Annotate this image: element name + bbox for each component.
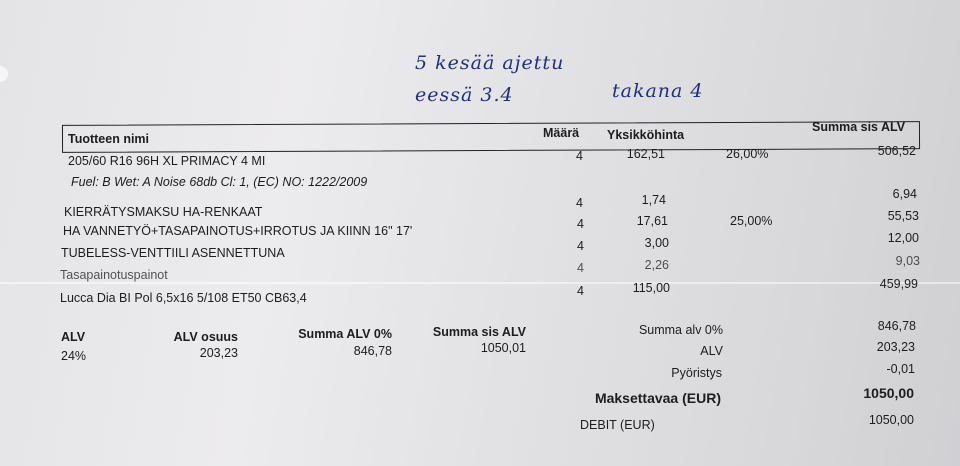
unit-price: 3,00 (644, 236, 669, 250)
header-product: Tuotteen nimi (68, 132, 150, 146)
discount: 25,00% (730, 214, 773, 228)
debit-value: 1050,00 (868, 413, 914, 427)
amount-due-value: 1050,00 (863, 385, 914, 401)
header-unit-price: Yksikköhinta (607, 128, 685, 142)
vat-rate-value: 24% (61, 349, 87, 363)
total: 6,94 (892, 187, 917, 201)
qty: 4 (577, 239, 584, 253)
total: 55,53 (887, 209, 919, 223)
product-name: TUBELESS-VENTTIILI ASENNETTUNA (61, 246, 285, 260)
handwritten-note: 5 kesää ajettu (415, 52, 565, 74)
qty: 4 (577, 217, 584, 231)
vat-label: ALV (700, 344, 723, 358)
total: 9,03 (895, 254, 920, 268)
vat-amount-value: 203,23 (199, 346, 238, 360)
handwritten-front-depth: eessä 3.4 (415, 84, 514, 106)
net-total-label: Summa ALV 0% (298, 327, 392, 341)
amount-due-label: Maksettavaa (EUR) (594, 390, 721, 406)
discount: 26,00% (726, 147, 769, 161)
unit-price: 1,74 (641, 193, 666, 207)
net-sum-label: Summa alv 0% (638, 323, 723, 337)
unit-price: 115,00 (632, 281, 670, 295)
unit-price: 2,26 (644, 258, 669, 272)
vat-value: 203,23 (876, 340, 915, 354)
product-name: KIERRÄTYSMAKSU HA-RENKAAT (64, 205, 263, 219)
punch-hole (0, 66, 8, 82)
qty: 4 (576, 149, 583, 163)
net-total-value: 846,78 (353, 344, 392, 358)
paper-fold (0, 282, 960, 284)
qty: 4 (577, 261, 584, 275)
qty: 4 (576, 196, 583, 210)
tyre-label-info: Fuel: B Wet: A Noise 68db Cl: 1, (EC) NO… (71, 175, 368, 189)
vat-amount-label: ALV osuus (173, 330, 238, 344)
header-qty: Määrä (543, 126, 580, 140)
table-header (61, 121, 921, 153)
rounding-label: Pyöristys (671, 366, 722, 380)
product-name: HA VANNETYÖ+TASAPAINOTUS+IRROTUS JA KIIN… (63, 224, 413, 238)
product-name: Lucca Dia BI Pol 6,5x16 5/108 ET50 CB63,… (60, 291, 307, 305)
product-name: 205/60 R16 96H XL PRIMACY 4 MI (68, 154, 266, 168)
handwritten-rear-depth: takana 4 (612, 80, 704, 102)
gross-total-value: 1050,01 (480, 341, 526, 355)
unit-price: 17,61 (636, 214, 668, 228)
total: 459,99 (879, 277, 918, 291)
vat-rate-label: ALV (61, 330, 86, 344)
unit-price: 162,51 (626, 147, 665, 161)
net-sum-value: 846,78 (877, 319, 916, 333)
rounding-value: -0,01 (886, 362, 916, 376)
total: 12,00 (887, 231, 919, 245)
product-name: Tasapainotuspainot (60, 268, 168, 282)
header-total: Summa sis ALV (812, 120, 906, 134)
gross-total-label: Summa sis ALV (432, 325, 526, 339)
debit-label: DEBIT (EUR) (580, 418, 655, 432)
total: 506,52 (877, 144, 916, 158)
qty: 4 (577, 284, 584, 298)
